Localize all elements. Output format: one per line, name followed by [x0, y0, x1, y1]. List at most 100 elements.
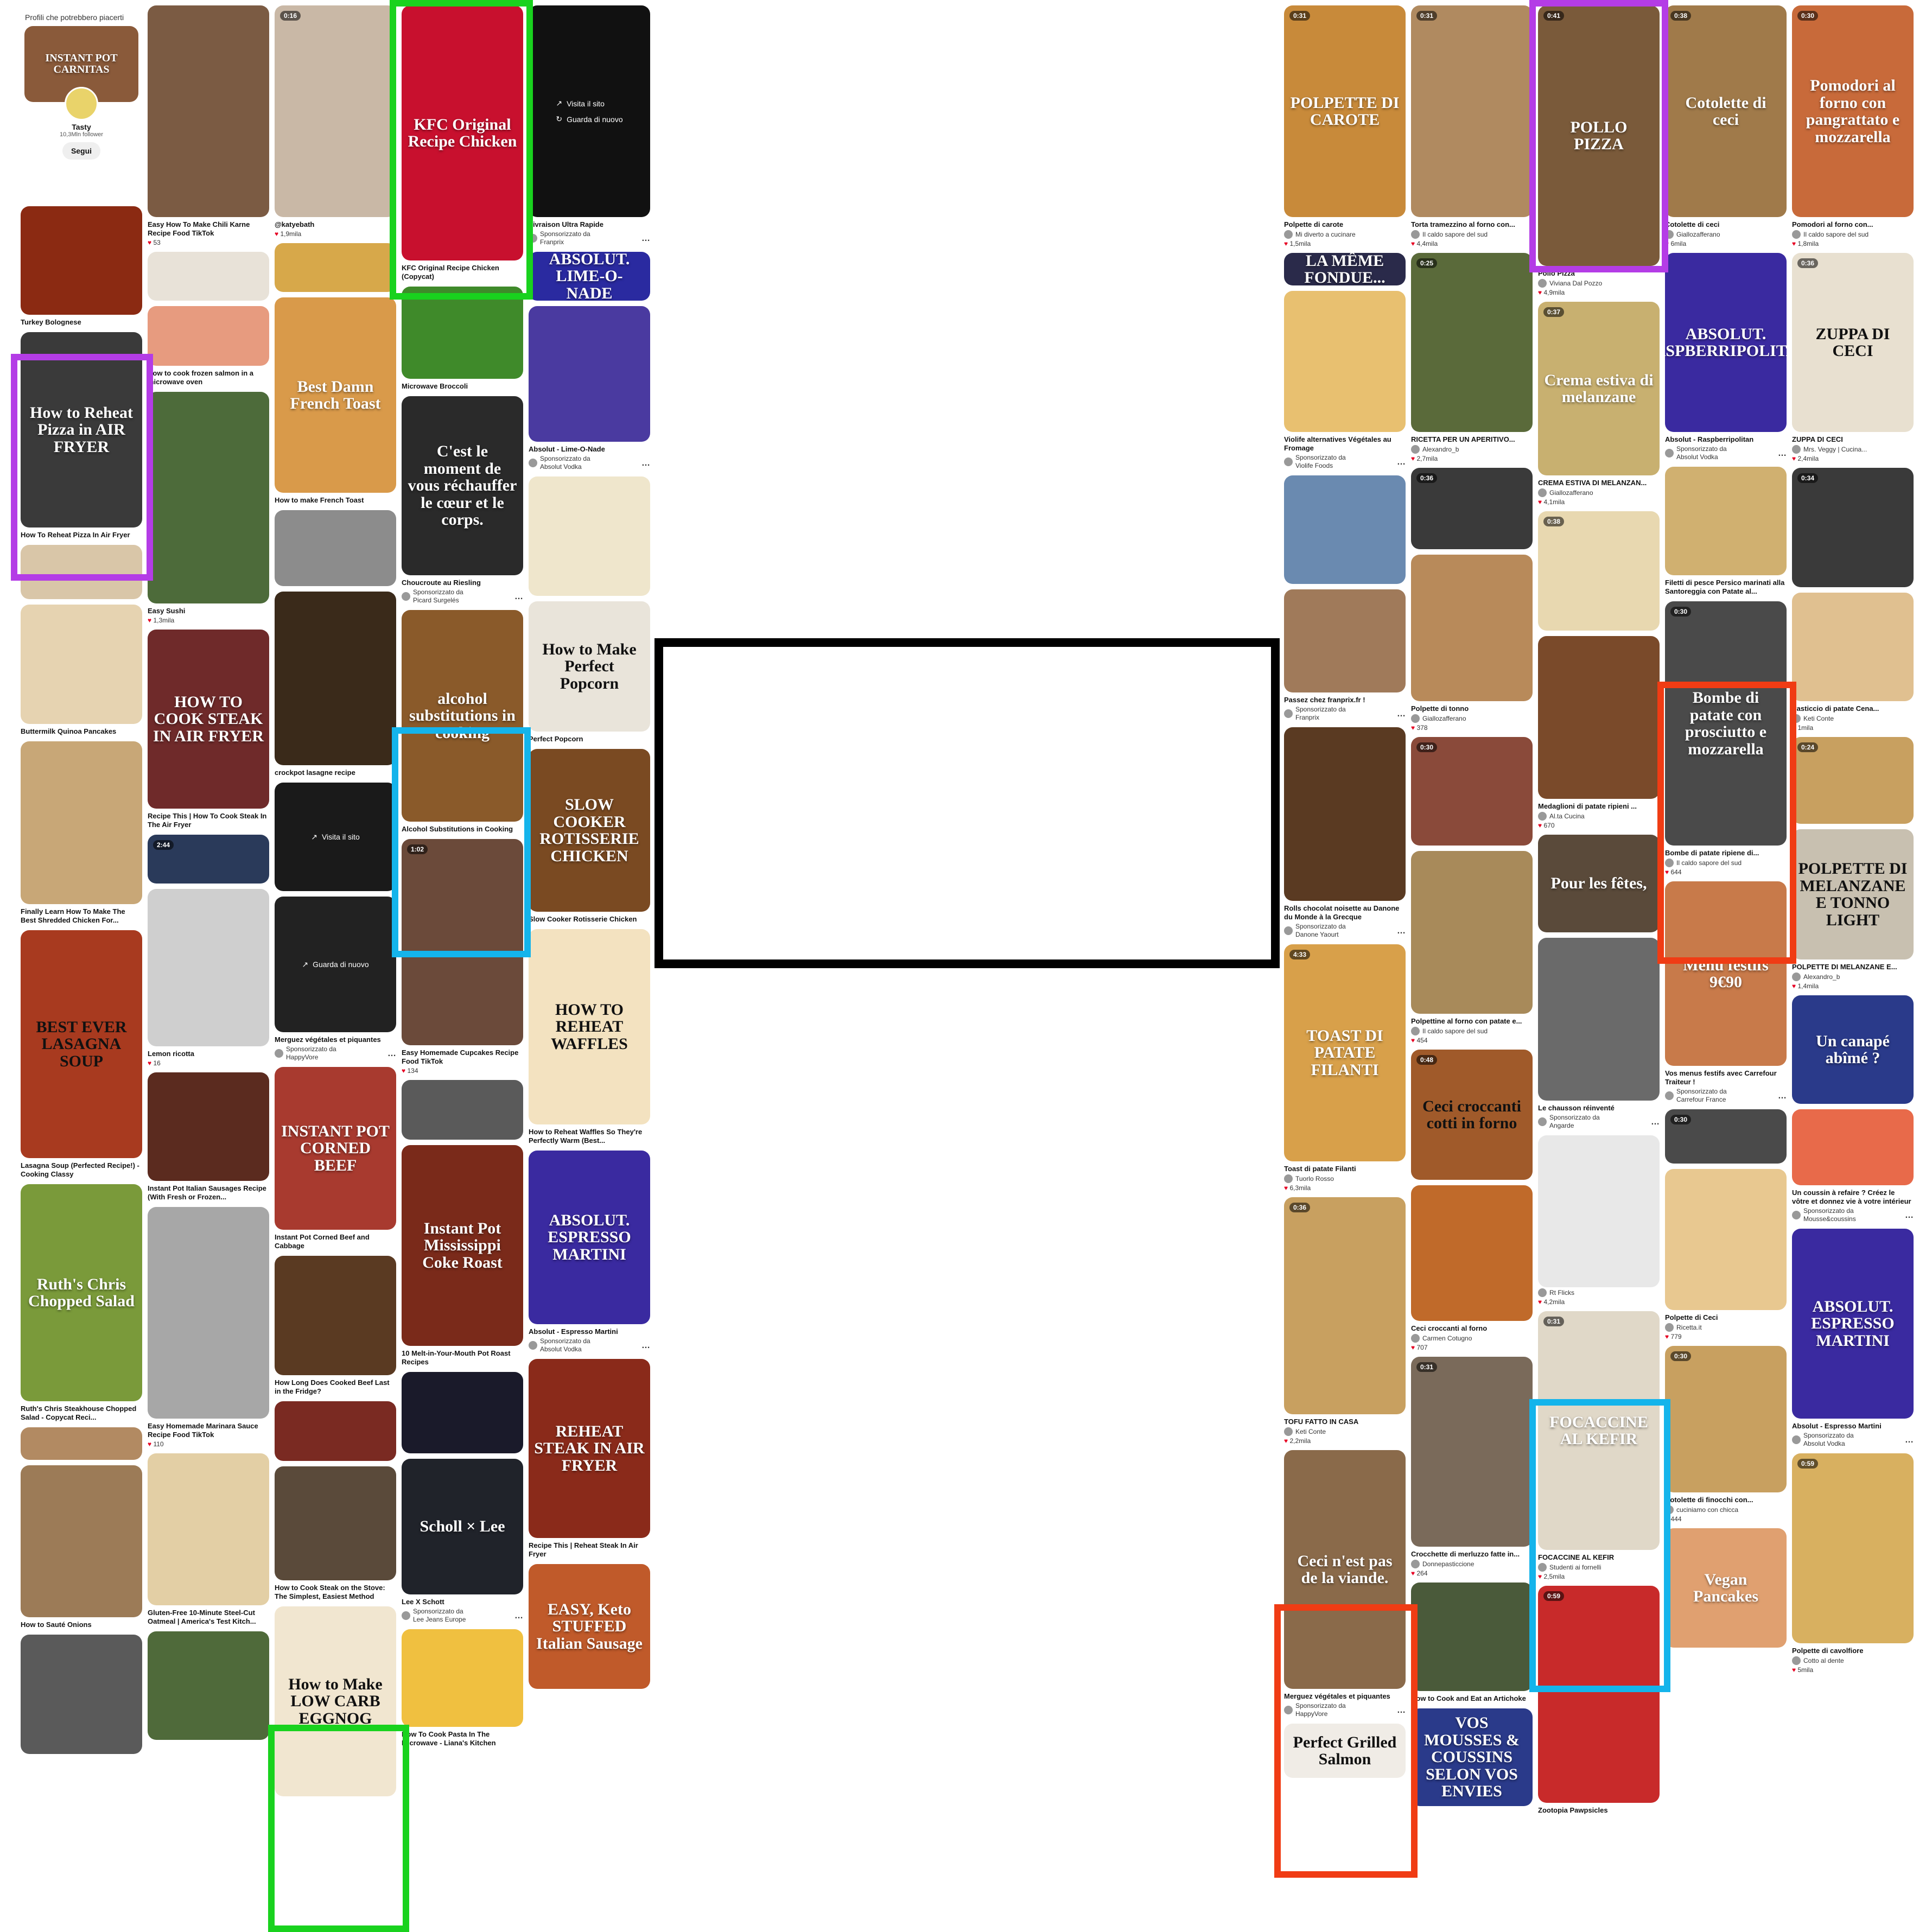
pin-caption[interactable]: Instant Pot Italian Sausages Recipe (Wit…	[148, 1184, 266, 1201]
pin-card[interactable]: How to Cook and Eat an Artichoke	[1411, 1583, 1533, 1703]
pin-image[interactable]: 0:25	[1411, 253, 1533, 432]
pin-caption[interactable]: How to Cook Steak on the Stove: The Simp…	[275, 1584, 385, 1600]
more-options-icon[interactable]: …	[1397, 1705, 1406, 1715]
pin-card[interactable]: Menu festifs 9€90 Vos menus festifs avec …	[1665, 881, 1787, 1104]
pin-image[interactable]	[275, 1466, 396, 1580]
pin-image[interactable]	[148, 889, 269, 1046]
pin-caption[interactable]: Polpette di tonno	[1411, 704, 1469, 713]
pin-card[interactable]: 0:31 POLPETTE DI CAROTE Polpette di carote…	[1284, 5, 1406, 247]
pin-caption[interactable]: How to make French Toast	[275, 496, 364, 504]
pin-author-row[interactable]: Il caldo sapore del sud	[1792, 230, 1914, 239]
pin-card[interactable]: Pour les fêtes,	[1538, 835, 1660, 932]
pin-caption[interactable]: How to Reheat Waffles So They're Perfect…	[529, 1128, 643, 1145]
pin-image[interactable]: 0:36	[1411, 468, 1533, 549]
pin-author-row[interactable]: Carmen Cotugno	[1411, 1334, 1533, 1343]
pin-image[interactable]: Vegan Pancakes	[1665, 1528, 1787, 1648]
pin-image[interactable]	[21, 1465, 142, 1617]
pin-image[interactable]: 0:16	[275, 5, 396, 217]
pin-card[interactable]: Polpettine al forno con patate e... Il ca…	[1411, 851, 1533, 1044]
pin-image[interactable]: Un canapé abîmé ?	[1792, 995, 1914, 1104]
more-options-icon[interactable]: …	[1778, 1091, 1787, 1101]
pin-card[interactable]: 0:31 FOCACCINE AL KEFIR FOCACCINE AL KEFIR…	[1538, 1311, 1660, 1580]
more-options-icon[interactable]: …	[1397, 926, 1406, 936]
pin-card[interactable]: How to Make Perfect Popcorn Perfect Popco…	[529, 601, 650, 743]
pin-image[interactable]: 0:30	[1665, 1109, 1787, 1164]
pin-caption[interactable]: Turkey Bolognese	[21, 318, 81, 326]
pin-image[interactable]	[21, 545, 142, 599]
pin-card[interactable]: Polpette di tonno Giallozafferano ♥ 378	[1411, 555, 1533, 732]
pin-caption[interactable]: Polpette di carote	[1284, 220, 1344, 228]
pin-caption[interactable]: CREMA ESTIVA DI MELANZAN...	[1538, 479, 1647, 487]
sponsored-row[interactable]: Sponsorizzato da Absolut Vodka…	[529, 1337, 650, 1353]
pin-image[interactable]	[275, 243, 396, 292]
pin-caption[interactable]: Merguez végétales et piquantes	[275, 1035, 381, 1044]
pin-card[interactable]: 0:41 POLLO PIZZA Pollo Pizza Viviana Dal Po…	[1538, 5, 1660, 296]
pin-card[interactable]: 0:30	[1665, 1109, 1787, 1164]
pin-caption[interactable]: Ruth's Chris Steakhouse Chopped Salad - …	[21, 1404, 137, 1421]
pin-author-row[interactable]: Giallozafferano	[1411, 714, 1533, 723]
pin-image[interactable]: ABSOLUT. ESPRESSO MARTINI	[529, 1151, 650, 1324]
pin-caption[interactable]: Lasagna Soup (Perfected Recipe!) - Cooki…	[21, 1161, 139, 1178]
pin-image[interactable]: ↗ Guarda di nuovo	[275, 897, 396, 1032]
more-options-icon[interactable]: …	[387, 1048, 396, 1058]
more-options-icon[interactable]: …	[1905, 1210, 1914, 1220]
sponsored-row[interactable]: Sponsorizzato da Angarde…	[1538, 1114, 1660, 1130]
pin-caption[interactable]: How to Sauté Onions	[21, 1620, 92, 1629]
pin-image[interactable]	[275, 510, 396, 586]
pin-caption[interactable]: Easy Homemade Marinara Sauce Recipe Food…	[148, 1422, 258, 1439]
pin-image[interactable]	[148, 1072, 269, 1181]
pin-card[interactable]: 0:36 TOFU FATTO IN CASA Keti Conte ♥ 2,2mil…	[1284, 1197, 1406, 1445]
pin-image[interactable]: 0:41 POLLO PIZZA	[1538, 5, 1660, 266]
pin-author-row[interactable]: Al.ta Cucina	[1538, 812, 1660, 821]
pin-caption[interactable]: Gluten-Free 10-Minute Steel-Cut Oatmeal …	[148, 1609, 256, 1625]
sponsored-row[interactable]: Sponsorizzato da HappyVore…	[275, 1045, 396, 1062]
pin-card[interactable]: EASY, Keto STUFFED Italian Sausage	[529, 1564, 650, 1689]
pin-image[interactable]	[21, 605, 142, 724]
pin-caption[interactable]: Easy Homemade Cupcakes Recipe Food TikTo…	[402, 1048, 519, 1065]
pin-card[interactable]: 0:31 Crocchette di merluzzo fatte in... Do…	[1411, 1357, 1533, 1577]
pin-caption[interactable]: Pasticcio di patate Cena...	[1792, 704, 1879, 713]
pin-image[interactable]	[1411, 1185, 1533, 1321]
pin-card[interactable]: How to Cook Steak on the Stove: The Simp…	[275, 1466, 396, 1601]
pin-image[interactable]	[275, 1401, 396, 1461]
pin-author-row[interactable]: Mrs. Veggy | Cucina...	[1792, 445, 1914, 454]
more-options-icon[interactable]: …	[514, 592, 523, 601]
pin-author-row[interactable]: cuciniamo con chicca	[1665, 1505, 1787, 1514]
pin-author-row[interactable]: Viviana Dal Pozzo	[1538, 279, 1660, 288]
pin-image[interactable]: ↗ Visita il sito ↻ Guarda di nuovo	[529, 5, 650, 217]
pin-image[interactable]: 0:36 ZUPPA DI CECI	[1792, 253, 1914, 432]
pin-image[interactable]: KFC Original Recipe Chicken	[402, 5, 523, 260]
pin-caption[interactable]: Un coussin à refaire ? Créez le vôtre et…	[1792, 1189, 1911, 1205]
pin-card[interactable]	[21, 1635, 142, 1754]
replay-button[interactable]: ↻ Guarda di nuovo	[556, 111, 622, 127]
pin-caption[interactable]: Lee X Schott	[402, 1598, 444, 1606]
pin-image[interactable]	[1792, 1109, 1914, 1185]
pin-card[interactable]: How Long Does Cooked Beef Last in the Fr…	[275, 1256, 396, 1396]
pin-author-row[interactable]: Alexandro_b	[1792, 973, 1914, 981]
pin-card[interactable]: Absolut - Lime-O-Nade Sponsorizzato da Abs…	[529, 306, 650, 471]
pin-card[interactable]: REHEAT STEAK IN AIR FRYER Recipe This | R…	[529, 1359, 650, 1559]
more-options-icon[interactable]: …	[514, 1611, 523, 1620]
pin-image[interactable]: 2:44	[148, 835, 269, 884]
pin-card[interactable]: Filetti di pesce Persico marinati alla S…	[1665, 467, 1787, 596]
pin-card[interactable]: How To Cook Pasta In The Microwave - Lia…	[402, 1629, 523, 1747]
pin-image[interactable]	[148, 306, 269, 366]
pin-caption[interactable]: Recipe This | How To Cook Steak In The A…	[148, 812, 267, 829]
pin-card[interactable]: Turkey Bolognese	[21, 206, 142, 327]
pin-card[interactable]: 2:44	[148, 835, 269, 884]
more-options-icon[interactable]: …	[641, 1340, 650, 1350]
pin-caption[interactable]: How To Reheat Pizza In Air Fryer	[21, 531, 130, 539]
pin-image[interactable]	[402, 287, 523, 379]
pin-image[interactable]	[275, 592, 396, 765]
more-options-icon[interactable]: …	[1778, 448, 1787, 458]
pin-image[interactable]: HOW TO REHEAT WAFFLES	[529, 929, 650, 1124]
pin-card[interactable]: Rt Flicks ♥ 4,2mila	[1538, 1135, 1660, 1306]
pin-caption[interactable]: Torta tramezzino al forno con...	[1411, 220, 1515, 228]
sponsored-row[interactable]: Sponsorizzato da Danone Yaourt…	[1284, 923, 1406, 939]
pin-card[interactable]: 0:16 @katyebath ♥ 1,9mila	[275, 5, 396, 238]
pin-card[interactable]: crockpot lasagne recipe	[275, 592, 396, 777]
pin-image[interactable]: EASY, Keto STUFFED Italian Sausage	[529, 1564, 650, 1689]
pin-image[interactable]	[21, 741, 142, 904]
pin-caption[interactable]: Polpette di cavolfiore	[1792, 1647, 1864, 1655]
pin-card[interactable]: How to Reheat Pizza in AIR FRYER How To R…	[21, 332, 142, 539]
